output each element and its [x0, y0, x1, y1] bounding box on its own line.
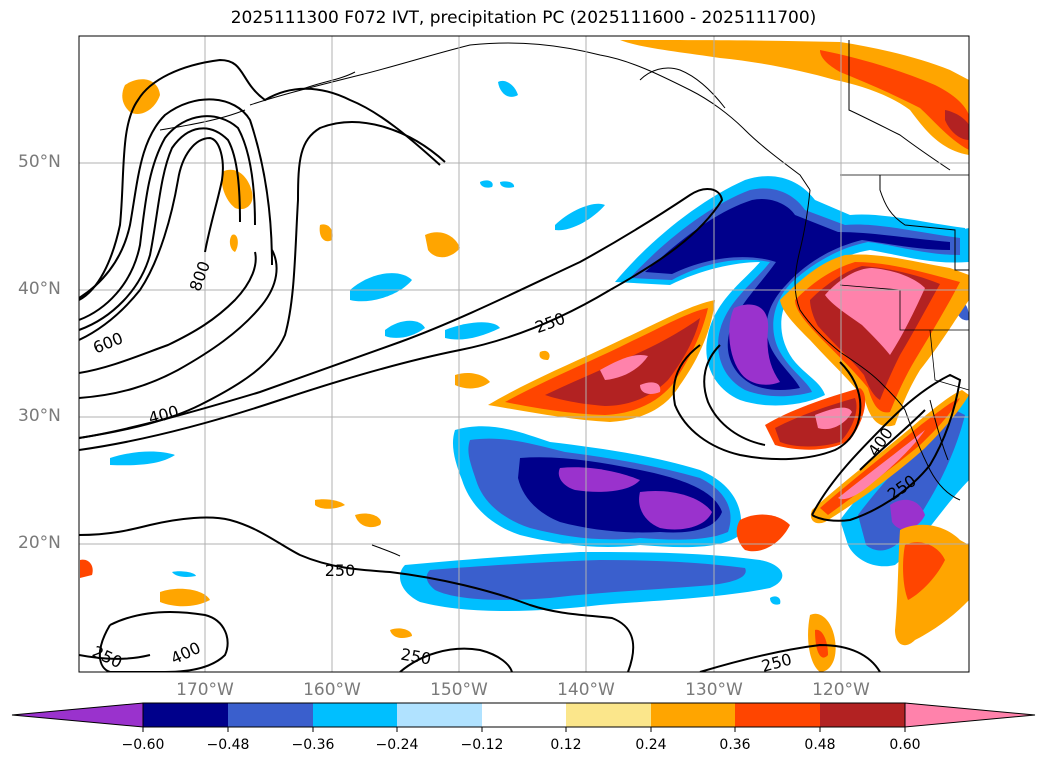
colorbar-segment — [228, 703, 313, 727]
colorbar-tick-label: 0.36 — [719, 737, 751, 753]
lon-label: 130°W — [685, 680, 743, 700]
colorbar-segment — [482, 703, 566, 727]
colorbar-segment — [651, 703, 735, 727]
colorbar-tick-label: −0.36 — [291, 737, 335, 753]
lat-label: 40°N — [18, 279, 61, 299]
colorbar-extend-low — [11, 702, 144, 728]
coastlines — [159, 40, 969, 557]
colorbar-extend-high — [904, 702, 1036, 728]
colorbar-segment — [820, 703, 905, 727]
colorbar-tick-label: 0.24 — [635, 737, 667, 753]
colorbar-tick-label: 0.12 — [550, 737, 582, 753]
lon-label: 170°W — [176, 680, 234, 700]
lon-label: 150°W — [430, 680, 488, 700]
negative-anomaly-small-patches — [172, 80, 969, 605]
colorbar-segment — [566, 703, 651, 727]
colorbar-segment — [143, 703, 228, 727]
colorbar-segment — [397, 703, 482, 727]
colorbar-tick-label: 0.48 — [804, 737, 836, 753]
ivt-contours — [79, 58, 962, 672]
lon-label: 140°W — [557, 680, 615, 700]
colorbar-tick-label: 0.60 — [889, 737, 921, 753]
positive-anomaly-north-coast — [620, 40, 969, 155]
map-title: 2025111300 F072 IVT, precipitation PC (2… — [230, 8, 817, 28]
colorbar-segment — [313, 703, 397, 727]
colorbar-tick-label: −0.12 — [460, 737, 504, 753]
lon-label: 120°W — [812, 680, 870, 700]
lat-label: 20°N — [18, 533, 61, 553]
positive-anomaly-streak-southeast — [736, 390, 969, 672]
colorbar — [11, 702, 1036, 732]
colorbar-tick-label: −0.60 — [121, 737, 165, 753]
colorbar-segment — [735, 703, 820, 727]
contour-label: 250 — [325, 561, 356, 580]
positive-anomaly-region-coast — [765, 254, 969, 450]
lon-label: 160°W — [303, 680, 361, 700]
colorbar-tick-label: −0.24 — [375, 737, 419, 753]
lat-label: 50°N — [18, 152, 61, 172]
map-frame — [78, 35, 970, 673]
negative-anomaly-band-southeast — [840, 395, 969, 567]
positive-anomaly-band-central — [488, 300, 715, 422]
colorbar-tick-label: −0.48 — [206, 737, 250, 753]
lat-label: 30°N — [18, 406, 61, 426]
gridlines — [79, 36, 969, 672]
